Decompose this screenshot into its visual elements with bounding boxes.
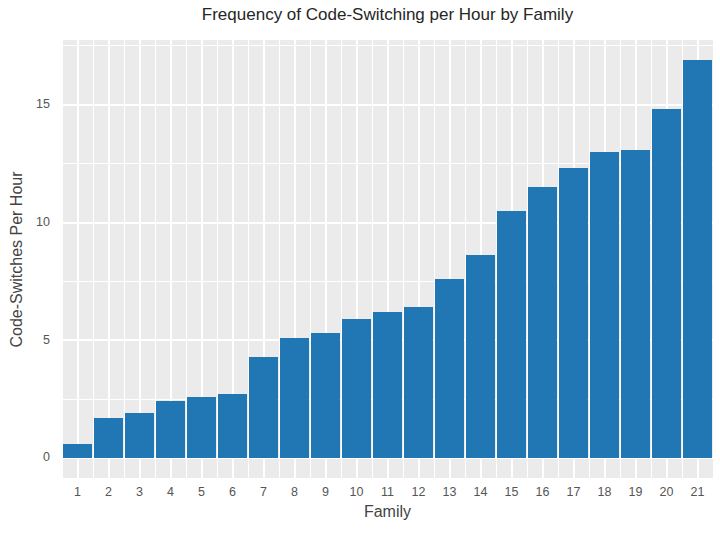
x-tick-label: 11 [372,485,404,499]
x-tick-label: 6 [217,485,249,499]
x-tick-label: 12 [403,485,435,499]
bar [435,279,464,458]
x-tick-label: 1 [62,485,94,499]
bar [528,187,557,458]
bar [466,255,495,458]
bar [590,152,619,458]
x-tick-label: 16 [527,485,559,499]
x-tick-label: 20 [651,485,683,499]
x-tick-label: 21 [682,485,714,499]
plot-panel [62,40,713,478]
bar [559,168,588,458]
x-axis-label: Family [62,503,713,521]
x-tick-label: 19 [620,485,652,499]
x-tick-label: 14 [465,485,497,499]
x-tick-label: 2 [93,485,125,499]
bar [373,312,402,458]
x-tick-label: 9 [310,485,342,499]
x-tick-label: 10 [341,485,373,499]
major-horizontal-gridline [62,104,713,106]
y-axis-label: Code-Switches Per Hour [8,41,27,479]
x-tick-label: 13 [434,485,466,499]
bar [280,338,309,458]
bar [342,319,371,458]
bar [156,401,185,458]
bar [94,418,123,458]
bar [63,444,92,458]
chart-title: Frequency of Code-Switching per Hour by … [62,5,713,25]
x-tick-label: 8 [279,485,311,499]
x-tick-label: 15 [496,485,528,499]
bar [652,109,681,458]
x-tick-label: 5 [186,485,218,499]
bar [404,307,433,458]
bar [218,394,247,458]
bar [497,211,526,458]
x-tick-label: 17 [558,485,590,499]
bar [249,357,278,458]
x-tick-label: 4 [155,485,187,499]
bar [621,150,650,458]
x-tick-label: 3 [124,485,156,499]
bar [187,397,216,458]
minor-horizontal-gridline [62,45,713,46]
x-tick-label: 18 [589,485,621,499]
bar [683,60,712,458]
bar-chart-figure: Frequency of Code-Switching per Hour by … [0,0,720,534]
bar [125,413,154,458]
x-tick-label: 7 [248,485,280,499]
bar [311,333,340,458]
